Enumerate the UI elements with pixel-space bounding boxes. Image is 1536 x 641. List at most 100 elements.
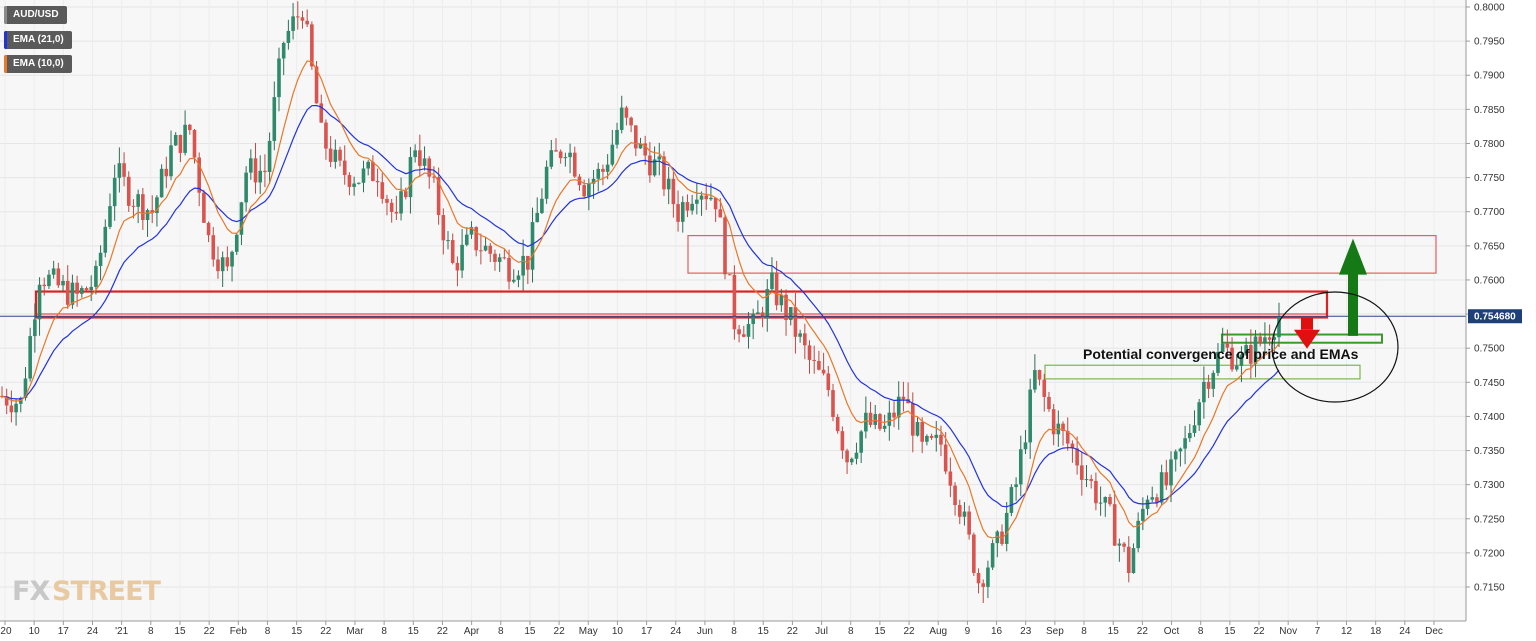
candle-up xyxy=(281,42,286,59)
x-tick-label: '21 xyxy=(115,626,128,637)
candle-up xyxy=(934,434,939,438)
candle-down xyxy=(1258,336,1263,343)
candle-up xyxy=(14,403,18,413)
candle-up xyxy=(183,124,187,153)
candle-up xyxy=(549,150,554,167)
candle-up xyxy=(962,511,967,517)
watermark-fx: FX xyxy=(12,576,50,607)
legend-symbol-swatch xyxy=(4,6,7,24)
candle-up xyxy=(1202,381,1206,403)
y-tick-label: 0.7950 xyxy=(1474,37,1505,48)
candle-down xyxy=(389,202,394,212)
x-tick-label: 12 xyxy=(1341,626,1353,637)
candle-down xyxy=(319,103,324,123)
candle-down xyxy=(624,107,629,118)
candle-up xyxy=(483,245,488,251)
candle-down xyxy=(929,435,934,438)
x-tick-label: 15 xyxy=(1224,626,1236,637)
candle-up xyxy=(80,288,84,294)
candle-up xyxy=(408,157,413,198)
candle-down xyxy=(685,202,690,211)
candle-down xyxy=(662,156,666,190)
x-tick-label: Feb xyxy=(230,626,248,637)
candle-down xyxy=(1094,480,1098,504)
candle-down xyxy=(436,177,441,216)
candle-up xyxy=(173,135,178,146)
candle-up xyxy=(497,257,502,262)
x-tick-label: '20 xyxy=(0,626,12,637)
x-tick-label: 8 xyxy=(148,626,154,637)
candle-up xyxy=(765,289,770,319)
candle-down xyxy=(1065,431,1070,444)
candle-down xyxy=(976,572,981,584)
candle-up xyxy=(333,149,338,162)
x-tick-label: 18 xyxy=(1370,626,1382,637)
x-axis-ticks: '20 10 17 24 '21 8 15 22 Feb 8 15 22 Mar 8 15 22 Apr 8 15 2… xyxy=(0,621,1443,637)
candle-down xyxy=(727,274,732,276)
x-tick-label: 22 xyxy=(437,626,449,637)
candle-up xyxy=(1169,459,1173,486)
candle-up xyxy=(234,234,239,252)
candle-down xyxy=(845,450,849,463)
candle-down xyxy=(1061,423,1065,432)
watermark-street: STREET xyxy=(52,576,162,607)
candle-up xyxy=(638,143,643,149)
candle-up xyxy=(103,226,108,253)
candle-up xyxy=(887,412,892,426)
x-tick-label: 22 xyxy=(903,626,915,637)
candle-down xyxy=(718,209,723,218)
candle-up xyxy=(657,156,662,160)
candle-up xyxy=(220,257,225,272)
arrows xyxy=(1294,238,1367,349)
candle-up xyxy=(591,178,596,184)
x-tick-label: Aug xyxy=(929,626,947,637)
candle-down xyxy=(1047,396,1051,410)
candle-down xyxy=(432,176,436,178)
y-tick-label: 0.7850 xyxy=(1474,105,1505,116)
candle-up xyxy=(1239,354,1244,366)
candle-up xyxy=(51,268,56,275)
candle-up xyxy=(1244,345,1248,355)
ema-10-line xyxy=(1,60,1280,539)
candle-up xyxy=(169,145,173,177)
candle-up xyxy=(990,543,995,568)
candle-up xyxy=(756,312,760,314)
candle-down xyxy=(4,396,9,406)
candle-down xyxy=(831,390,835,417)
last-price-label: 0.754680 xyxy=(1474,312,1516,323)
candle-down xyxy=(347,175,352,187)
candle-up xyxy=(267,140,272,173)
candle-up xyxy=(70,282,75,305)
candle-up xyxy=(399,191,403,214)
candle-down xyxy=(906,399,910,404)
candle-down xyxy=(394,211,399,214)
candle-down xyxy=(676,204,680,222)
candle-down xyxy=(948,471,953,486)
y-tick-label: 0.7800 xyxy=(1474,139,1505,150)
candle-up xyxy=(1004,512,1009,544)
candle-up xyxy=(159,168,164,198)
candle-down xyxy=(1230,347,1234,370)
y-tick-label: 0.7200 xyxy=(1474,548,1505,559)
candle-down xyxy=(202,192,206,223)
candle-up xyxy=(680,202,685,222)
x-tick-label: 15 xyxy=(874,626,886,637)
candle-down xyxy=(427,158,432,177)
candle-down xyxy=(206,222,211,236)
candle-down xyxy=(1126,546,1131,573)
candle-up xyxy=(28,336,32,379)
candle-up xyxy=(535,212,540,223)
candle-down xyxy=(178,135,183,153)
candle-up xyxy=(896,396,901,418)
up-arrow-shaft xyxy=(1348,272,1358,336)
candle-down xyxy=(821,369,826,374)
candle-down xyxy=(141,194,145,221)
candle-down xyxy=(601,168,605,172)
candle-down xyxy=(803,333,807,346)
candle-down xyxy=(840,431,845,451)
candle-up xyxy=(1023,442,1028,450)
candle-down xyxy=(1122,543,1126,547)
candle-up xyxy=(1018,449,1023,485)
x-tick-label: Nov xyxy=(1279,626,1297,637)
candle-down xyxy=(1249,345,1253,364)
